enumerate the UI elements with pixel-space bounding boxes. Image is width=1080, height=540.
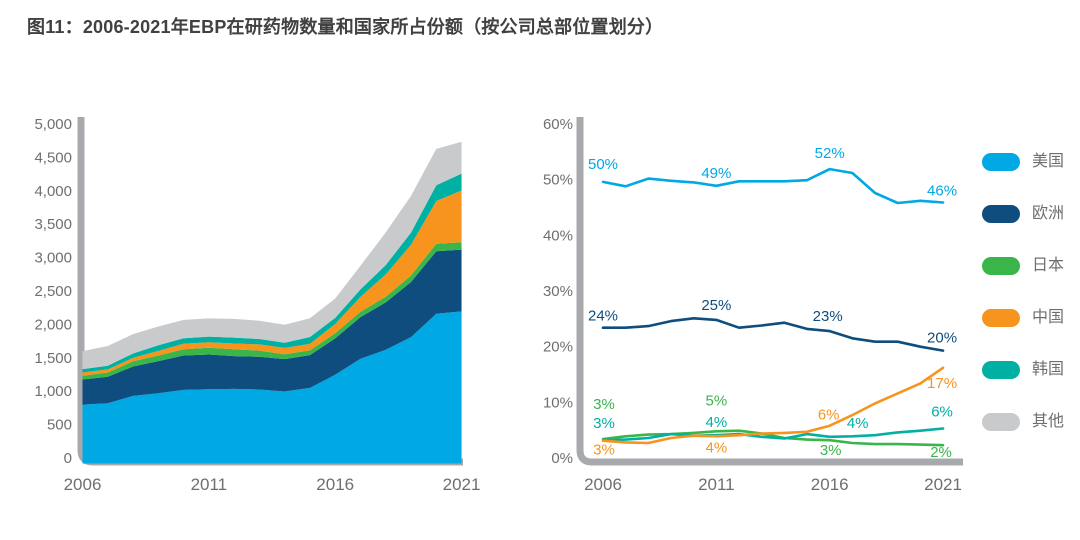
- figure-title: 图11：2006-2021年EBP在研药物数量和国家所占份额（按公司总部位置划分…: [27, 17, 664, 37]
- line-jp: [601, 429, 945, 447]
- data-label-jp-2006: 3%: [593, 396, 615, 413]
- data-label-eu-2011: 25%: [701, 297, 731, 314]
- legend-item-jp: 日本: [982, 257, 1064, 275]
- legend-swatch-other: [982, 413, 1020, 431]
- left-x-tick-2011: 2011: [191, 475, 228, 494]
- left-y-tick-3: 1,500: [34, 350, 72, 367]
- left-y-tick-9: 4,500: [34, 149, 72, 166]
- legend-swatch-us: [982, 153, 1020, 171]
- data-label-cn-2016: 6%: [818, 407, 840, 424]
- right-y-tick-1: 10%: [543, 394, 573, 411]
- legend-swatch-cn: [982, 309, 1020, 327]
- data-label-jp-2011: 5%: [706, 392, 728, 409]
- legend-label-us: 美国: [1032, 153, 1065, 170]
- data-label-jp-2021: 2%: [930, 444, 952, 461]
- data-label-kr-2011: 4%: [706, 414, 728, 431]
- legend-swatch-jp: [982, 257, 1020, 275]
- area-band-eu: [82, 249, 462, 405]
- data-label-kr-2006: 3%: [593, 415, 615, 432]
- left-y-tick-8: 4,000: [34, 183, 72, 200]
- data-label-eu-2016: 23%: [813, 308, 843, 325]
- left-x-tick-2006: 2006: [64, 475, 102, 494]
- legend-item-kr: 韩国: [982, 361, 1064, 379]
- left-y-tick-5: 2,500: [34, 283, 72, 300]
- left-y-tick-2: 1,000: [34, 383, 72, 400]
- right-y-tick-6: 60%: [543, 116, 573, 133]
- right-x-tick-2006: 2006: [584, 475, 622, 494]
- legend-item-cn: 中国: [982, 309, 1064, 327]
- legend-item-us: 美国: [982, 153, 1064, 171]
- data-label-kr-2016: 4%: [847, 415, 869, 432]
- share-line-chart: 50% 49% 52% 46% 24% 25% 23% 20% 3% 5% 3% 2% 3% 4% 6% 17…: [543, 116, 963, 494]
- data-label-cn-2006: 3%: [593, 442, 615, 459]
- legend-label-jp: 日本: [1032, 257, 1065, 274]
- legend-item-eu: 欧洲: [982, 205, 1064, 223]
- line-cn: [601, 366, 945, 445]
- legend-item-other: 其他: [982, 413, 1064, 431]
- right-y-tick-4: 40%: [543, 227, 573, 244]
- right-x-tick-2011: 2011: [698, 475, 735, 494]
- left-y-tick-0: 0: [64, 450, 72, 467]
- line-us: [601, 167, 945, 205]
- area-band-other: [82, 141, 462, 370]
- data-label-us-2021: 46%: [927, 182, 957, 199]
- stacked-area-chart: 0 500 1,000 1,500 2,000 2,500 3,000 3,500 4,000 4…: [34, 116, 481, 494]
- data-label-us-2011: 49%: [701, 165, 731, 182]
- left-x-tick-2016: 2016: [316, 475, 354, 494]
- data-label-kr-2021: 6%: [931, 403, 953, 420]
- data-label-us-2006: 50%: [588, 156, 618, 173]
- area-band-cn: [82, 190, 462, 376]
- legend-swatch-eu: [982, 205, 1020, 223]
- data-label-cn-2021: 17%: [927, 375, 957, 392]
- left-y-tick-7: 3,500: [34, 216, 72, 233]
- data-label-eu-2006: 24%: [588, 308, 618, 325]
- right-y-tick-0: 0%: [551, 450, 573, 467]
- left-y-tick-6: 3,000: [34, 250, 72, 267]
- area-band-us: [82, 311, 462, 464]
- left-y-tick-1: 500: [47, 417, 72, 434]
- right-y-tick-2: 20%: [543, 339, 573, 356]
- legend-label-eu: 欧洲: [1032, 205, 1065, 222]
- area-band-kr: [82, 173, 462, 373]
- legend-swatch-kr: [982, 361, 1020, 379]
- data-label-us-2016: 52%: [815, 145, 845, 162]
- line-eu: [601, 317, 945, 352]
- legend-label-other: 其他: [1032, 413, 1065, 430]
- right-y-tick-3: 30%: [543, 283, 573, 300]
- right-y-tick-5: 50%: [543, 172, 573, 189]
- data-label-cn-2011: 4%: [706, 439, 728, 456]
- left-y-tick-10: 5,000: [34, 116, 72, 133]
- right-x-tick-2021: 2021: [924, 475, 962, 494]
- line-kr: [601, 427, 945, 442]
- legend: 美国欧洲日本中国韩国其他: [982, 153, 1064, 431]
- left-x-tick-2021: 2021: [443, 475, 481, 494]
- data-label-jp-2016: 3%: [820, 442, 842, 459]
- right-x-tick-2016: 2016: [811, 475, 849, 494]
- data-label-eu-2021: 20%: [927, 330, 957, 347]
- right-axis: [576, 117, 963, 466]
- legend-label-kr: 韩国: [1032, 361, 1065, 378]
- left-y-tick-4: 2,000: [34, 316, 72, 333]
- legend-label-cn: 中国: [1032, 309, 1065, 326]
